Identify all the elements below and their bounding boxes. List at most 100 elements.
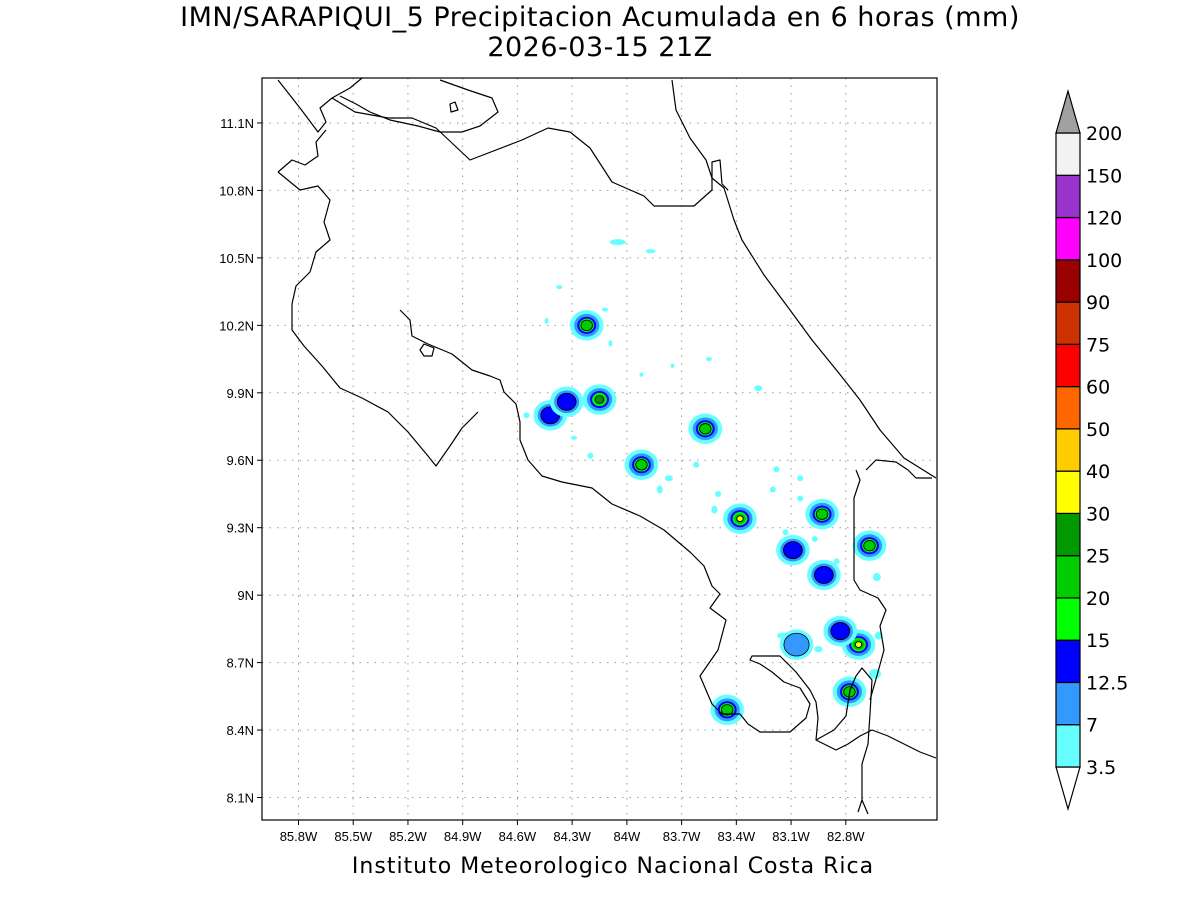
precip-light-shower [754,385,763,392]
precipitation-field [523,239,887,726]
lat-tick-label: 9N [237,588,254,603]
colorbar-swatch [1055,428,1081,472]
lon-tick-label: 84W [613,829,640,844]
map-subtitle-datetime: 2026-03-15 21Z [487,32,713,63]
precip-cell [580,319,593,331]
colorbar-swatch [1055,386,1081,430]
lat-tick-label: 8.4N [227,723,254,738]
precip-light-shower [705,357,712,362]
lon-tick-label: 83.7W [663,829,701,844]
map-frame [261,77,938,821]
colorbar-swatch [1055,724,1081,768]
colorbar-swatch [1055,174,1081,219]
precip-cell [830,622,851,641]
precip-light-shower [868,668,881,679]
precip-light-shower [782,529,789,536]
colorbar-level-label: 75 [1086,334,1110,356]
precip-light-shower [693,461,700,468]
lat-tick-label: 8.1N [227,791,254,806]
lon-tick-label: 85.2W [389,829,427,844]
colorbar-level-label: 200 [1086,123,1122,145]
colorbar-level-label: 15 [1086,630,1110,652]
precip-light-shower [797,475,804,482]
precip-cell [815,508,829,520]
precip-cell [635,459,648,471]
precip-light-shower [811,535,818,542]
lon-tick-label: 83.1W [772,829,810,844]
lon-tick-label: 82.8W [827,829,865,844]
colorbar-level-label: 120 [1086,208,1122,230]
lon-tick-label: 85.8W [280,829,318,844]
colorbar-level-label: 7 [1086,715,1098,737]
precip-light-shower [670,363,675,368]
longitude-tick-labels: 85.8W 85.5W 85.2W 84.9W 84.6W 84.3W 84W 83.7W 83… [280,820,865,844]
precip-cell [814,565,834,584]
colorbar-swatch [1055,470,1081,514]
colorbar-min-arrow [1055,766,1081,812]
lat-lon-grid [262,78,937,820]
lon-tick-label: 84.3W [553,829,591,844]
colorbar-level-label: 150 [1086,165,1122,187]
lat-tick-label: 9.6N [227,453,254,468]
precip-light-shower [570,435,577,440]
precip-light-shower [544,317,549,324]
footer-credit: Instituto Meteorologico Nacional Costa R… [351,854,875,879]
precip-light-shower [523,412,530,419]
colorbar-level-label: 40 [1086,461,1110,483]
precip-light-shower [601,307,608,312]
precip-light-shower [769,486,776,493]
precip-light-shower [645,249,656,254]
precip-light-shower [587,452,594,459]
colorbar-swatch [1055,301,1081,345]
precip-cell [556,392,577,411]
colorbar-level-label: 30 [1086,503,1110,525]
colorbar-swatch [1055,216,1081,261]
colorbar-level-label: 20 [1086,588,1110,610]
precip-light-shower [797,495,804,502]
colorbar-swatch [1055,132,1081,176]
colorbar-level-label: 25 [1086,546,1110,568]
lat-tick-label: 9.9N [227,386,254,401]
lon-tick-label: 85.5W [334,829,372,844]
lon-tick-label: 84.6W [499,829,537,844]
precip-light-shower [874,631,883,640]
lat-tick-label: 10.8N [219,183,254,198]
precip-cell [783,632,810,657]
precip-light-shower [556,285,563,290]
colorbar-swatch [1055,512,1081,557]
colorbar-swatch [1055,681,1081,726]
lat-tick-label: 8.7N [227,656,254,671]
lat-tick-label: 9.3N [227,521,254,536]
colorbar-level-label: 90 [1086,292,1110,314]
colorbar-level-label: 100 [1086,250,1122,272]
colorbar-swatch [1055,639,1081,684]
colorbar-level-label: 12.5 [1086,672,1128,694]
precip-cell [783,541,803,560]
precip-light-shower [656,485,663,494]
lon-tick-label: 84.9W [444,829,482,844]
precip-light-shower [872,573,881,582]
precip-cell [855,641,863,648]
precip-light-shower [773,466,780,473]
lat-tick-label: 10.5N [219,251,254,266]
colorbar-swatch [1055,597,1081,641]
precip-light-shower [711,505,718,514]
colorbar-swatch [1055,343,1081,388]
precip-cell [699,423,712,435]
colorbar-swatch [1055,259,1081,303]
precip-cell [736,515,744,522]
precip-light-shower [833,558,840,565]
precip-cell [594,395,605,404]
precip-cell [721,704,734,716]
colorbar-swatch [1055,555,1081,599]
precip-light-shower [814,646,823,653]
precip-light-shower [608,340,613,347]
precip-light-shower [609,239,626,246]
latitude-tick-labels: 11.1N 10.8N 10.5N 10.2N 9.9N 9.6N 9.3N 9N 8.7N 8.… [219,116,262,806]
precip-light-shower [715,490,722,497]
precip-light-shower [664,475,673,482]
colorbar-level-label: 3.5 [1086,757,1116,779]
map-title: IMN/SARAPIQUI_5 Precipitacion Acumulada … [180,2,1020,33]
lat-tick-label: 11.1N [220,116,254,131]
